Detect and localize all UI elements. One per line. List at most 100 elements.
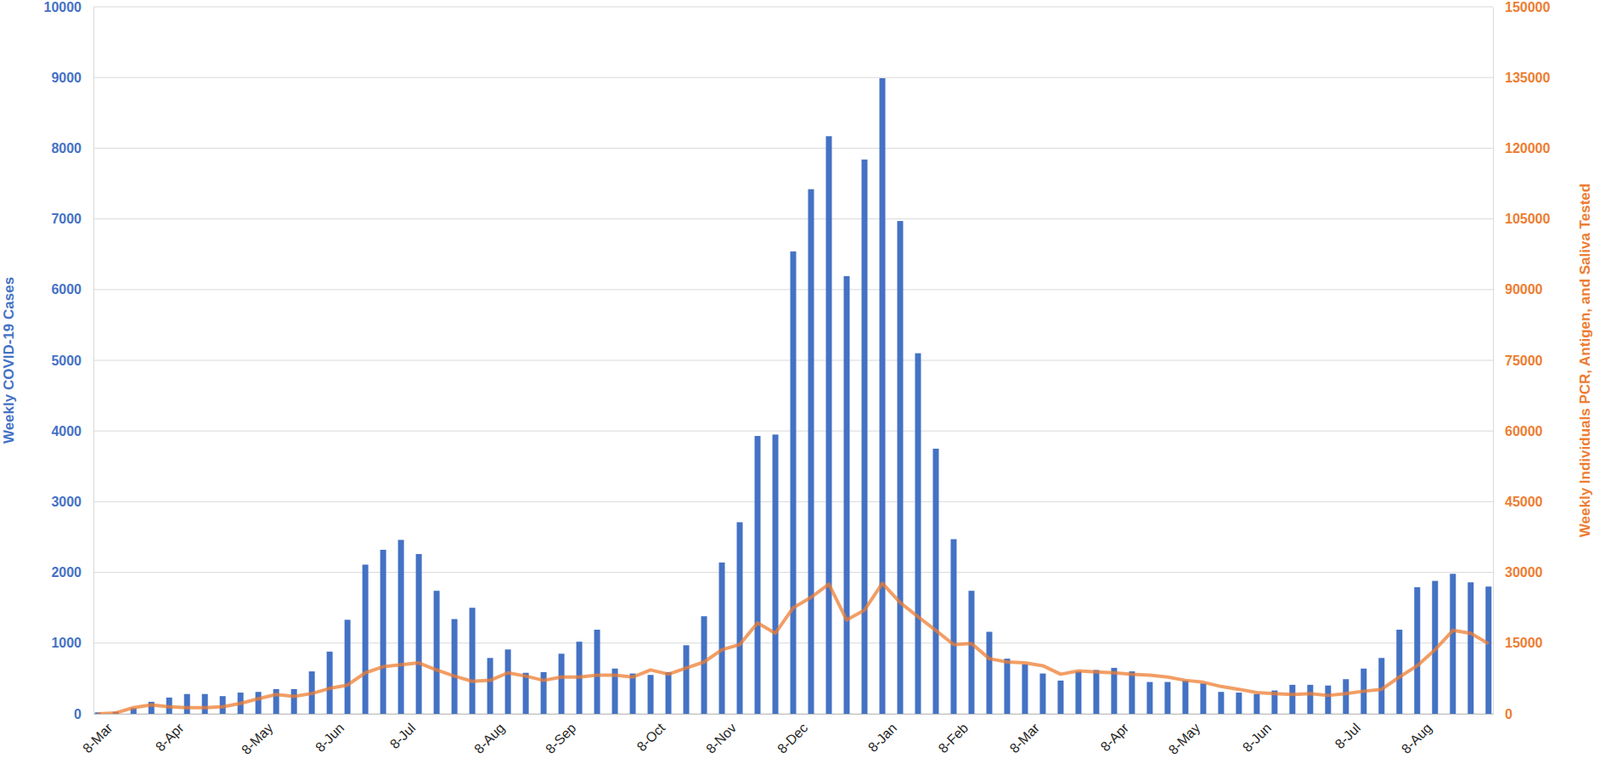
bar xyxy=(1217,691,1224,714)
grid-line xyxy=(93,147,1493,149)
bar-series xyxy=(95,78,1493,714)
tick-label: 90000 xyxy=(1504,281,1544,297)
plot: 0100020003000400050006000700080009000100… xyxy=(44,0,1551,757)
tick-label: 8-Aug xyxy=(471,720,508,756)
tick-label: 8-Jun xyxy=(312,720,347,755)
x-axis: 8-Mar 8-Apr 8-May 8-Jun 8-Jul 8-Aug 8-Sep 8-Oct… xyxy=(79,713,1494,757)
tick-label: 0 xyxy=(1504,706,1513,722)
marks xyxy=(95,78,1493,714)
tick: 9000 xyxy=(50,70,94,85)
bar xyxy=(985,630,992,714)
tick-label: 9000 xyxy=(50,70,82,85)
bar xyxy=(737,522,744,714)
tick-label: 8-May xyxy=(1166,720,1203,757)
tick-label: 8-Sep xyxy=(542,720,579,756)
tick: 8-Apr xyxy=(152,713,187,754)
tick: 8-Mar xyxy=(79,713,116,755)
bar xyxy=(1092,669,1099,714)
bar xyxy=(1200,682,1206,714)
tick-label: 6000 xyxy=(50,281,82,297)
tick: 6000 xyxy=(50,281,94,297)
bar xyxy=(1057,680,1064,714)
bar xyxy=(1253,693,1260,714)
tick: 8-Dec xyxy=(774,713,811,756)
tick-label: 3000 xyxy=(50,494,82,509)
tick: 5000 xyxy=(50,353,94,368)
bar xyxy=(1307,684,1313,714)
bar xyxy=(630,673,637,714)
bar xyxy=(398,539,405,714)
tick-label: 0 xyxy=(73,706,82,722)
bar xyxy=(451,619,458,714)
tick: 75000 xyxy=(1492,353,1544,368)
tick-label: 8-Oct xyxy=(634,719,669,754)
bar xyxy=(878,78,885,714)
tick-label: 75000 xyxy=(1504,353,1544,368)
tick: 135000 xyxy=(1492,70,1550,85)
bar xyxy=(914,353,921,714)
bar xyxy=(1342,678,1349,714)
bar xyxy=(202,693,209,714)
grid-line xyxy=(93,6,1493,8)
bar xyxy=(1449,573,1456,714)
tick: 4000 xyxy=(50,423,94,439)
tick: 8-Sep xyxy=(542,713,579,756)
bar xyxy=(594,629,601,714)
bar xyxy=(1128,670,1135,714)
bar xyxy=(647,674,654,714)
bar xyxy=(790,251,797,714)
tick-label: 7000 xyxy=(50,211,82,226)
bar xyxy=(416,553,423,714)
tick-label: 8000 xyxy=(50,140,82,156)
tick: 15000 xyxy=(1492,635,1544,650)
tick-label: 8-Nov xyxy=(703,720,739,756)
bar xyxy=(1021,664,1028,714)
bar xyxy=(1003,658,1010,714)
axis-line xyxy=(93,7,95,715)
bar xyxy=(1075,670,1082,714)
tick: 8-Aug xyxy=(471,713,508,756)
tick-label: 1000 xyxy=(50,635,82,650)
tick-label: 15000 xyxy=(1504,635,1544,650)
tick: 8-Aug xyxy=(1398,713,1435,756)
tick-label: 8-Feb xyxy=(935,720,972,756)
tick: 8-May xyxy=(1166,713,1203,757)
tick: 10000 xyxy=(44,0,95,15)
tick-label: 8-Aug xyxy=(1398,720,1435,756)
bar xyxy=(433,590,440,714)
bar xyxy=(344,619,351,714)
tick-label: 8-Apr xyxy=(1098,719,1133,754)
tick: 60000 xyxy=(1492,423,1544,439)
tick-label: 8-Jul xyxy=(387,720,419,752)
tick-label: 8-Mar xyxy=(79,719,116,755)
axis-line xyxy=(94,713,1494,715)
bar xyxy=(558,653,565,714)
bar xyxy=(1110,667,1117,714)
tick-label: 8-Apr xyxy=(152,719,187,754)
bar xyxy=(1467,581,1474,714)
bar xyxy=(807,189,814,714)
bar xyxy=(968,590,975,714)
tick-label: 120000 xyxy=(1504,140,1550,156)
bar xyxy=(273,688,280,714)
tick: 1000 xyxy=(50,635,94,650)
y2-axis: 0 15000 30000 45000 60000 75000 90000 105000 120… xyxy=(1492,0,1550,722)
tick-label: 8-Jul xyxy=(1332,720,1364,752)
tick: 3000 xyxy=(50,494,94,509)
tick-label: 30000 xyxy=(1504,564,1544,580)
tick: 8-Jul xyxy=(387,713,419,751)
tick: 8-Jan xyxy=(865,713,900,755)
bar xyxy=(1289,684,1296,714)
tick: 45000 xyxy=(1492,494,1544,509)
bar xyxy=(825,135,832,714)
tick: 105000 xyxy=(1492,211,1550,226)
tick-label: 150000 xyxy=(1504,0,1550,15)
tick-label: 105000 xyxy=(1504,211,1550,226)
tick: 8-Jun xyxy=(312,713,347,755)
axis-line xyxy=(1492,7,1494,715)
grid-line xyxy=(93,218,1493,220)
bar xyxy=(469,607,476,714)
bar xyxy=(1164,681,1171,714)
tick-label: 8-Dec xyxy=(774,720,811,756)
bar xyxy=(1146,681,1153,714)
